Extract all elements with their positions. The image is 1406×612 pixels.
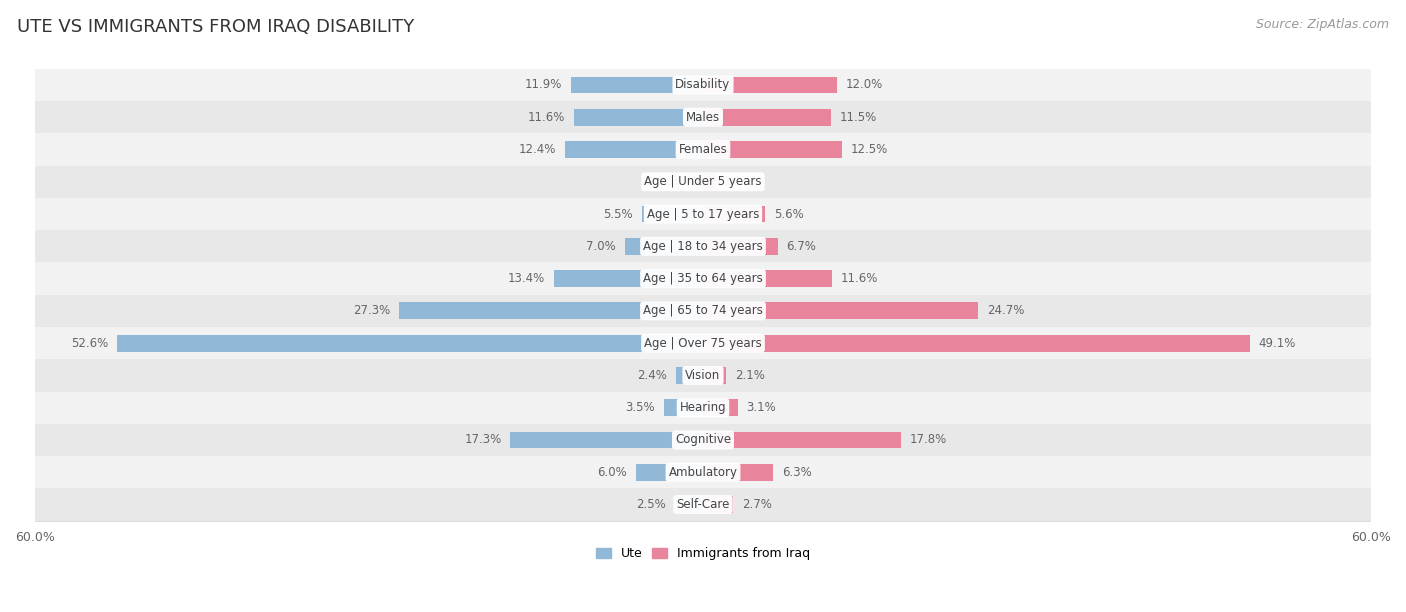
Bar [571,76,703,94]
Text: Age | Under 5 years: Age | Under 5 years [644,175,762,188]
Text: 3.1%: 3.1% [747,401,776,414]
Text: 17.8%: 17.8% [910,433,948,447]
Text: 6.0%: 6.0% [598,466,627,479]
Bar [703,335,1250,351]
Text: 7.0%: 7.0% [586,240,616,253]
Bar [35,456,1371,488]
Bar [703,496,733,513]
Text: 11.9%: 11.9% [524,78,561,91]
Bar [664,399,703,416]
Text: Age | 35 to 64 years: Age | 35 to 64 years [643,272,763,285]
Bar [35,263,1371,295]
Text: 2.1%: 2.1% [735,369,765,382]
Bar [510,431,703,449]
Text: 12.0%: 12.0% [845,78,883,91]
Bar [703,238,778,255]
Text: 2.7%: 2.7% [742,498,772,511]
Bar [703,431,901,449]
Text: 13.4%: 13.4% [508,272,546,285]
Text: 11.6%: 11.6% [527,111,565,124]
Bar [35,198,1371,230]
Bar [565,141,703,158]
Bar [703,173,716,190]
Text: Ambulatory: Ambulatory [668,466,738,479]
Text: Self-Care: Self-Care [676,498,730,511]
Text: 11.6%: 11.6% [841,272,879,285]
Text: 5.5%: 5.5% [603,207,633,220]
Bar [703,206,765,222]
Text: 2.4%: 2.4% [637,369,668,382]
Text: 2.5%: 2.5% [637,498,666,511]
Text: Age | 65 to 74 years: Age | 65 to 74 years [643,304,763,318]
Text: 3.5%: 3.5% [626,401,655,414]
Text: Vision: Vision [685,369,721,382]
Text: 49.1%: 49.1% [1258,337,1296,349]
Bar [636,464,703,480]
Bar [35,424,1371,456]
Text: 27.3%: 27.3% [353,304,389,318]
Text: 1.1%: 1.1% [724,175,754,188]
Bar [641,206,703,222]
Text: 12.4%: 12.4% [519,143,555,156]
Text: Disability: Disability [675,78,731,91]
Text: 5.6%: 5.6% [775,207,804,220]
Bar [675,496,703,513]
Text: 0.86%: 0.86% [647,175,685,188]
Bar [35,230,1371,263]
Text: Cognitive: Cognitive [675,433,731,447]
Bar [35,359,1371,392]
Bar [35,392,1371,424]
Bar [35,69,1371,101]
Bar [703,141,842,158]
Text: Age | 5 to 17 years: Age | 5 to 17 years [647,207,759,220]
Bar [703,399,738,416]
Text: Hearing: Hearing [679,401,727,414]
Bar [554,271,703,287]
Bar [35,101,1371,133]
Bar [574,109,703,125]
Bar [35,488,1371,521]
Text: UTE VS IMMIGRANTS FROM IRAQ DISABILITY: UTE VS IMMIGRANTS FROM IRAQ DISABILITY [17,18,415,36]
Bar [399,302,703,319]
Bar [703,464,773,480]
Text: 12.5%: 12.5% [851,143,889,156]
Text: 11.5%: 11.5% [839,111,877,124]
Text: 6.7%: 6.7% [786,240,817,253]
Bar [35,166,1371,198]
Text: Age | 18 to 34 years: Age | 18 to 34 years [643,240,763,253]
Text: Source: ZipAtlas.com: Source: ZipAtlas.com [1256,18,1389,31]
Bar [703,302,979,319]
Text: 17.3%: 17.3% [464,433,502,447]
Bar [703,367,727,384]
Bar [703,271,832,287]
Bar [703,109,831,125]
Bar [35,133,1371,166]
Bar [626,238,703,255]
Bar [35,295,1371,327]
Bar [676,367,703,384]
Bar [35,327,1371,359]
Text: Females: Females [679,143,727,156]
Text: 52.6%: 52.6% [72,337,108,349]
Text: 6.3%: 6.3% [782,466,811,479]
Legend: Ute, Immigrants from Iraq: Ute, Immigrants from Iraq [591,542,815,565]
Text: 24.7%: 24.7% [987,304,1025,318]
Bar [703,76,837,94]
Bar [117,335,703,351]
Bar [693,173,703,190]
Text: Age | Over 75 years: Age | Over 75 years [644,337,762,349]
Text: Males: Males [686,111,720,124]
